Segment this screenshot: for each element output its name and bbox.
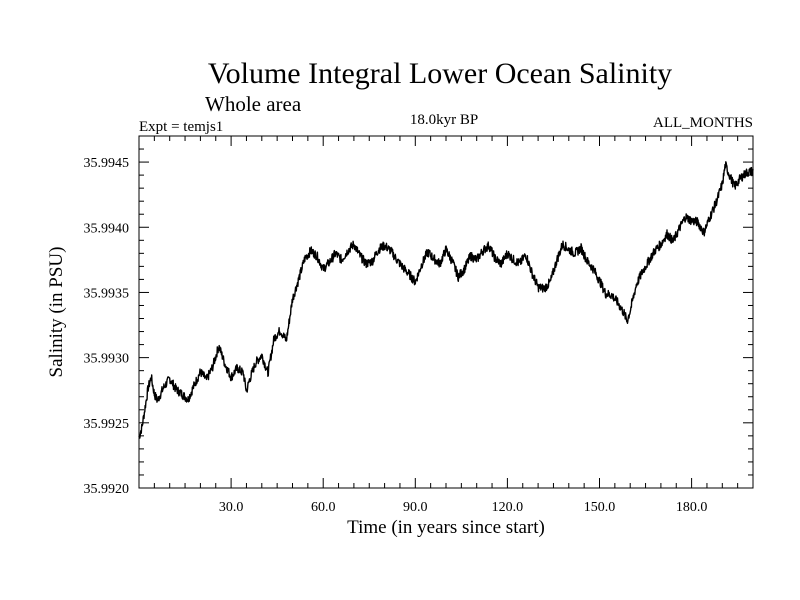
months-label: ALL_MONTHS xyxy=(653,115,753,131)
x-tick-label: 90.0 xyxy=(403,500,428,515)
y-tick-label: 35.9945 xyxy=(84,156,130,171)
x-tick-label: 180.0 xyxy=(676,500,708,515)
axis-ticks xyxy=(139,136,753,488)
y-axis-label: Salinity (in PSU) xyxy=(46,247,67,378)
axis-tick-labels: 30.0 60.0 90.0 120.0 150.0 180.0 35.9920 35.992… xyxy=(84,156,708,515)
y-tick-label: 35.9925 xyxy=(84,417,130,432)
y-tick-label: 35.9930 xyxy=(84,352,130,367)
y-tick-label: 35.9935 xyxy=(84,286,130,301)
salinity-series-line xyxy=(138,161,754,439)
experiment-label: Expt = temjs1 xyxy=(139,119,223,135)
chart-title: Volume Integral Lower Ocean Salinity xyxy=(208,57,672,90)
x-tick-label: 30.0 xyxy=(219,500,244,515)
x-tick-label: 150.0 xyxy=(584,500,616,515)
period-label: 18.0kyr BP xyxy=(410,112,478,128)
x-axis-label: Time (in years since start) xyxy=(347,517,545,538)
y-tick-label: 35.9940 xyxy=(84,221,130,236)
plot-frame xyxy=(138,135,754,489)
x-tick-label: 60.0 xyxy=(311,500,336,515)
x-tick-label: 120.0 xyxy=(492,500,524,515)
chart-subtitle: Whole area xyxy=(205,92,302,116)
y-tick-label: 35.9920 xyxy=(84,482,130,497)
